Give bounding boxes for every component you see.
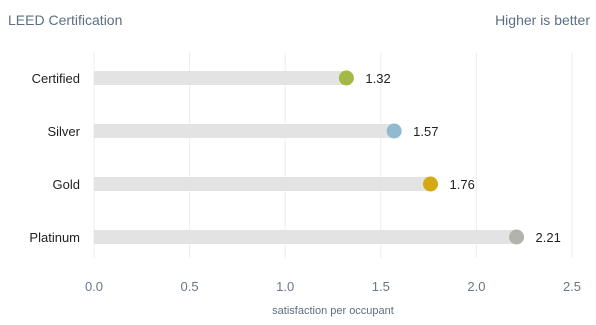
- bar: [94, 177, 431, 191]
- value-label: 1.57: [413, 124, 438, 139]
- value-label: 1.32: [365, 71, 390, 86]
- chart-header-left: LEED Certification: [8, 12, 122, 28]
- x-tick-label: 2.5: [563, 279, 581, 294]
- bars: Certified 1.32 Silver 1.57 Gold 1.76 Platinum 2…: [29, 70, 561, 245]
- category-label: Platinum: [29, 230, 80, 245]
- category-label: Certified: [32, 71, 80, 86]
- bar: [94, 230, 517, 244]
- category-label: Gold: [53, 177, 80, 192]
- bar: [94, 71, 347, 85]
- x-tick-label: 1.5: [372, 279, 390, 294]
- x-tick-label: 1.0: [276, 279, 294, 294]
- gridlines: [93, 52, 573, 258]
- data-point-dot: [509, 229, 525, 245]
- data-point-dot: [338, 70, 354, 86]
- x-tick-label: 2.0: [467, 279, 485, 294]
- data-point-dot: [423, 176, 439, 192]
- x-axis-title: satisfaction per occupant: [272, 305, 394, 317]
- data-point-dot: [386, 123, 402, 139]
- x-tick-label: 0.0: [85, 279, 103, 294]
- category-label: Silver: [47, 124, 80, 139]
- value-label: 2.21: [536, 230, 561, 245]
- chart-header-right: Higher is better: [495, 12, 590, 28]
- x-axis-ticks: 0.0 0.5 1.0 1.5 2.0 2.5: [85, 279, 581, 294]
- bar: [94, 124, 395, 138]
- x-tick-label: 0.5: [181, 279, 199, 294]
- value-label: 1.76: [450, 177, 475, 192]
